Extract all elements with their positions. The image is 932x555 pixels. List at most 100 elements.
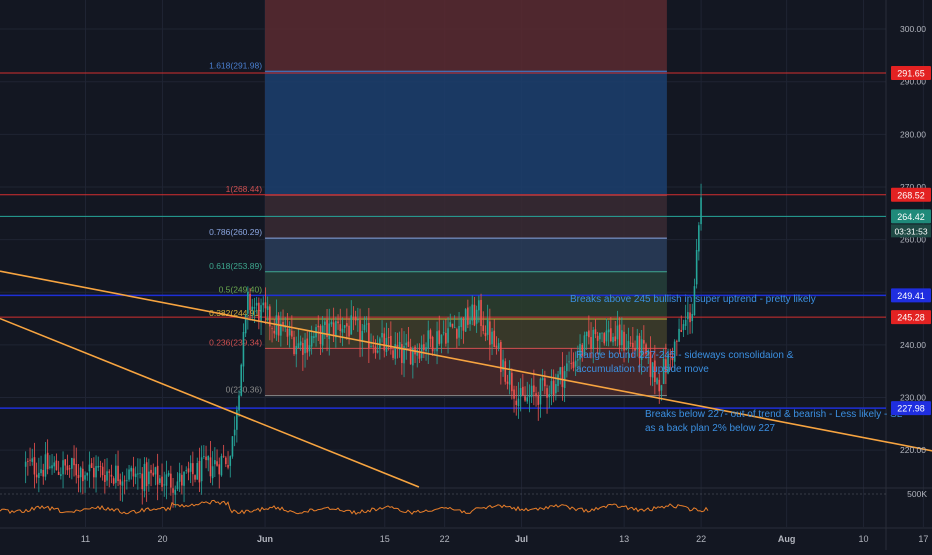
candle-body [84, 475, 86, 480]
candle-body [634, 348, 636, 351]
candle-body [271, 328, 273, 330]
candle-body [317, 325, 320, 328]
candle-body [557, 374, 559, 386]
candle-body [88, 464, 91, 472]
trendlines [0, 270, 932, 488]
candle-body [77, 475, 80, 479]
candle-body [548, 394, 551, 398]
candle-body [64, 459, 67, 466]
candle-body [141, 473, 144, 490]
candle-body [405, 342, 408, 346]
candle-body [82, 468, 84, 482]
time-axis[interactable]: 1120Jun1522Jul1322Aug1017Sep14 [0, 527, 932, 544]
price-axis[interactable]: 220.00230.00240.00250.00260.00270.00280.… [900, 24, 926, 455]
candle-body [526, 397, 529, 402]
candle-body [337, 321, 339, 324]
candle-body [434, 349, 436, 351]
candle-body [181, 474, 183, 486]
candle-body [684, 319, 687, 326]
candle-body [310, 336, 313, 347]
candle-body [372, 345, 375, 347]
candle-body [621, 330, 623, 346]
fib-label: 1(268.44) [226, 184, 263, 194]
candle-body [295, 345, 298, 355]
candle-body [451, 323, 454, 327]
candle-body [229, 456, 232, 466]
candle-body [453, 327, 456, 329]
candle-body [176, 481, 179, 490]
annotation-bearish-line2: as a back plan 2% below 227 [645, 423, 776, 434]
candle-body [253, 307, 256, 309]
price-tag-label: 245.28 [897, 313, 925, 323]
candle-body [73, 458, 75, 466]
candle-body [431, 337, 434, 352]
candle-body [398, 342, 401, 350]
candle-body [559, 367, 562, 375]
candle-body [121, 481, 124, 486]
candle-body [500, 341, 502, 373]
candle-body [445, 332, 447, 344]
candle-body [592, 329, 595, 350]
candle-body [222, 455, 225, 457]
fib-zone [265, 238, 667, 272]
candle-body [691, 313, 694, 322]
y-tick-label: 260.00 [900, 235, 926, 245]
annotation-range-line1: Range bound 227-245 - sideways consolida… [576, 350, 794, 361]
candle-body [416, 349, 419, 356]
candle-body [552, 380, 555, 396]
y-tick-label: 240.00 [900, 340, 926, 350]
candle-body [423, 344, 425, 351]
candle-body [623, 331, 625, 351]
fib-label: 0.236(239.34) [209, 337, 262, 347]
fib-zone-top [265, 0, 667, 72]
candle-body [174, 489, 177, 495]
trendline [0, 270, 932, 452]
candle-body [304, 339, 306, 354]
candle-body [216, 461, 218, 466]
candle-body [152, 472, 155, 476]
candle-body [673, 341, 676, 362]
countdown-bg [891, 224, 931, 238]
candle-body [183, 471, 185, 486]
candle-body [497, 343, 500, 349]
candle-body [392, 350, 394, 358]
candle-body [328, 323, 331, 340]
candle-body [486, 319, 489, 335]
candle-body [418, 351, 421, 359]
candle-body [700, 197, 702, 225]
candle-body [519, 388, 522, 397]
candle-body [442, 332, 445, 334]
candle-body [242, 331, 245, 367]
candle-body [240, 364, 243, 396]
candle-body [528, 396, 531, 397]
candle-body [480, 299, 482, 327]
candle-body [29, 459, 31, 461]
candle-body [44, 454, 47, 477]
candle-body [656, 378, 658, 384]
candle-body [134, 473, 137, 478]
candle-body [288, 328, 291, 336]
candle-body [625, 348, 628, 350]
candle-body [57, 471, 60, 475]
annotations: Breaks above 245 bullish in super uptren… [570, 294, 903, 434]
candle-body [97, 465, 100, 468]
candle-body [200, 457, 203, 482]
candle-body [302, 343, 304, 355]
candle-body [403, 346, 405, 364]
candle-body [572, 361, 575, 368]
candle-body [544, 378, 546, 387]
price-tag-bg [891, 288, 931, 303]
candle-body [156, 465, 159, 485]
candle-body [359, 320, 361, 342]
candle-body [678, 328, 680, 342]
candle-body [251, 306, 254, 311]
candle-body [137, 473, 139, 475]
candle-body [583, 335, 586, 356]
candle-body [467, 307, 469, 325]
candle-body [447, 328, 449, 343]
candle-body [440, 334, 443, 344]
fib-label: 0.5(249.40) [219, 284, 263, 294]
candle-body [579, 343, 581, 360]
candle-body [511, 372, 513, 392]
